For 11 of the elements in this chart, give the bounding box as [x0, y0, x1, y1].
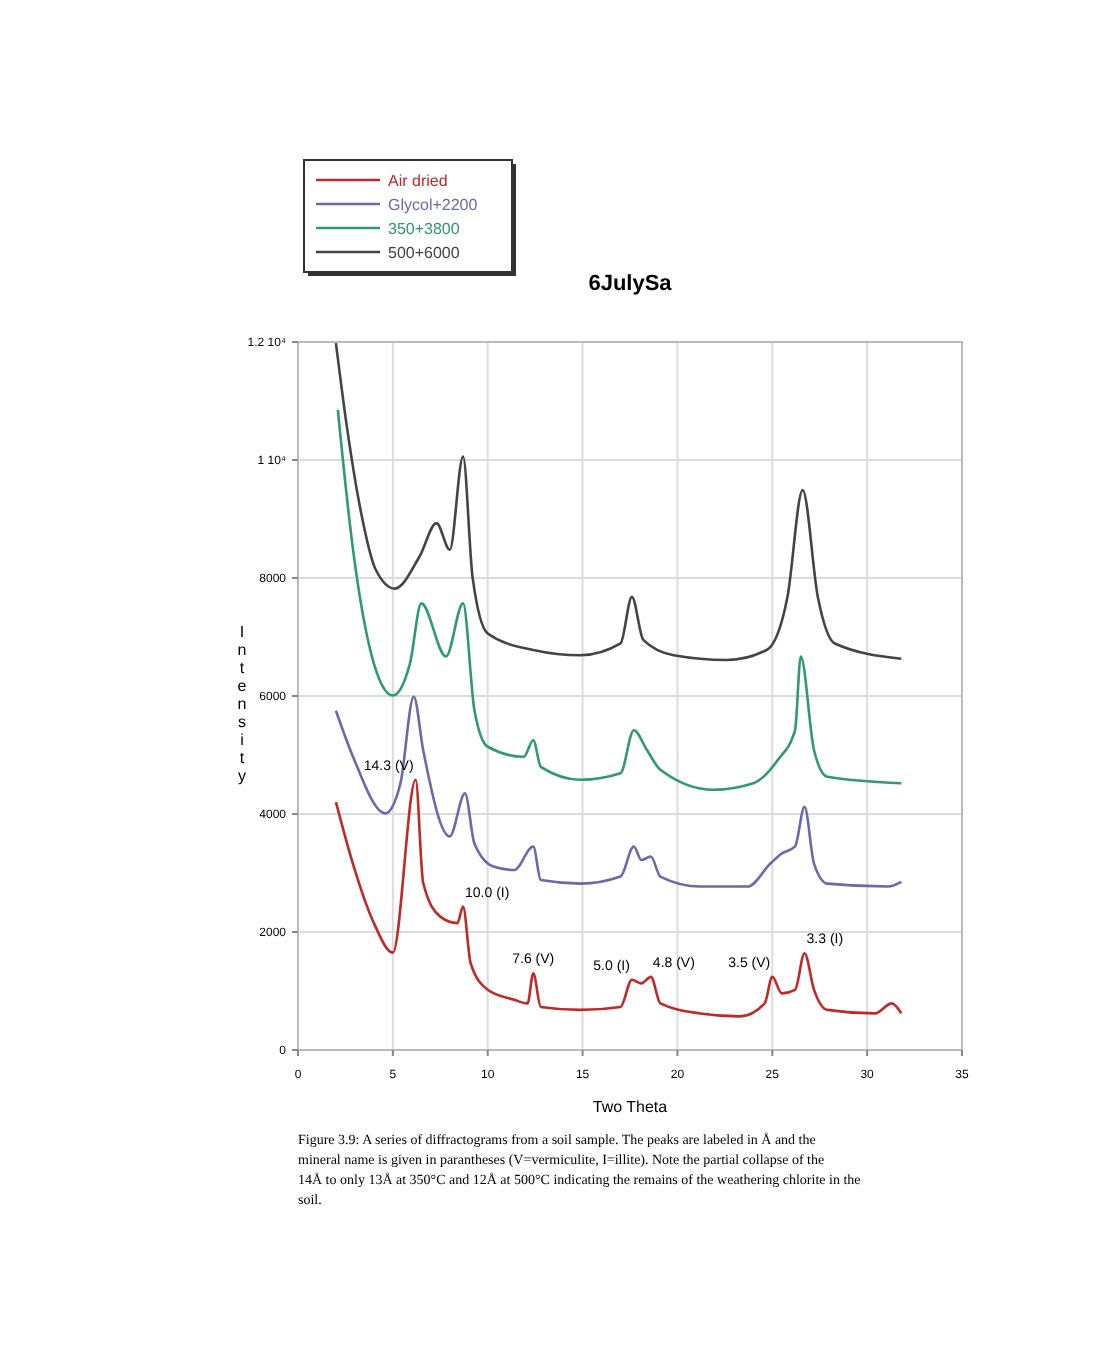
line-series: [336, 408, 903, 792]
chart-title: 6JulySa: [588, 272, 674, 296]
text: Intensity: [237, 623, 247, 785]
x-axis-title: Two Theta: [592, 1098, 669, 1116]
line-series: [334, 695, 903, 888]
legend-label: Glycol+2200: [388, 196, 479, 214]
legend-label: 500+6000: [388, 244, 461, 262]
legend-label: Air dried: [388, 172, 448, 190]
line-series: [334, 778, 903, 1018]
line-series: [334, 341, 903, 662]
legend-label: 350+3800: [388, 220, 461, 238]
